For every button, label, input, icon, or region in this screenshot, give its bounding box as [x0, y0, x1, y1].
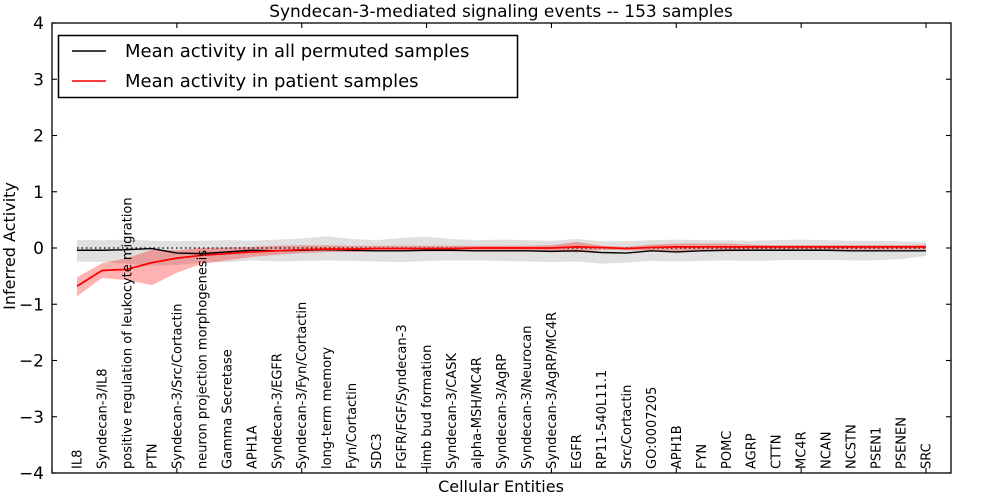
y-tick-label: 1: [33, 183, 44, 203]
y-tick-label: −3: [19, 408, 44, 428]
x-category-label: Gamma Secretase: [220, 349, 235, 469]
x-category-label: PTN: [145, 443, 160, 469]
x-category-label: PSENEN: [895, 417, 910, 469]
legend-box: [57, 34, 519, 99]
x-category-label: long-term memory: [320, 347, 335, 469]
x-category-label: Syndecan-3/CASK: [445, 353, 460, 469]
category-label-layer: IL8 Syndecan-3/IL8 positive regulation of …: [70, 197, 934, 469]
chart-title: Syndecan-3-mediated signaling events -- …: [269, 2, 733, 22]
x-category-label: Syndecan-3/Fyn/Cortactin: [295, 302, 310, 469]
axes-layer: 4 3 2 1 0 −1 −2 −3 −4: [19, 14, 952, 484]
x-category-label: limb bud formation: [420, 345, 435, 469]
x-category-label: EGFR: [570, 434, 585, 469]
x-category-label: CTTN: [770, 435, 785, 469]
x-category-label: GO:0007205: [645, 387, 660, 469]
legend-label-patient-samples: Mean activity in patient samples: [125, 71, 419, 92]
legend-label-permuted-samples: Mean activity in all permuted samples: [125, 41, 469, 62]
line-layer: [76, 246, 927, 287]
x-axis-label: Cellular Entities: [438, 477, 564, 496]
y-axis-label: Inferred Activity: [0, 182, 19, 310]
x-category-label: positive regulation of leukocyte migrati…: [120, 197, 135, 469]
x-category-label: Syndecan-3/Src/Cortactin: [170, 303, 185, 469]
x-category-label: SDC3: [370, 433, 385, 469]
y-tick-label: −2: [19, 352, 44, 372]
x-category-label: IL8: [70, 450, 85, 469]
y-tick-label: −1: [19, 295, 44, 315]
y-tick-label: 0: [33, 239, 44, 259]
x-category-label: Syndecan-3/Neurocan: [520, 326, 535, 469]
x-category-label: alpha-MSH/MC4R: [470, 357, 485, 469]
y-tick-label: −4: [19, 464, 44, 484]
x-category-label: Src/Cortactin: [620, 385, 635, 469]
permuted-mean-line: [76, 247, 927, 255]
x-category-label: NCSTN: [845, 424, 860, 469]
x-category-label: neuron projection morphogenesis: [195, 250, 210, 469]
x-category-label: NCAN: [820, 432, 835, 469]
y-tick-label: 3: [33, 70, 44, 90]
x-category-label: Syndecan-3/AgRP: [495, 354, 510, 469]
y-tick-label: 2: [33, 127, 44, 147]
x-category-label: RP11-540L11.1: [595, 370, 610, 469]
x-category-label: Fyn/Cortactin: [345, 383, 360, 469]
x-category-label: PSEN1: [870, 427, 885, 469]
x-category-label: AGRP: [745, 433, 760, 469]
x-category-label: APH1A: [245, 425, 260, 469]
x-category-label: FYN: [695, 444, 710, 469]
patient-mean-line: [76, 246, 927, 287]
x-category-label: SRC: [920, 443, 935, 469]
x-category-label: FGFR/FGF/Syndecan-3: [395, 324, 410, 469]
x-category-label: Syndecan-3/IL8: [95, 369, 110, 469]
x-category-label: MC4R: [795, 431, 810, 469]
x-category-label: APH1B: [670, 425, 685, 469]
x-category-label: Syndecan-3/AgRP/MC4R: [545, 312, 560, 469]
legend: Mean activity in all permuted samples Me…: [57, 34, 519, 99]
y-tick-label: 4: [33, 14, 44, 34]
x-category-label: POMC: [720, 431, 735, 469]
x-category-label: Syndecan-3/EGFR: [270, 353, 285, 469]
